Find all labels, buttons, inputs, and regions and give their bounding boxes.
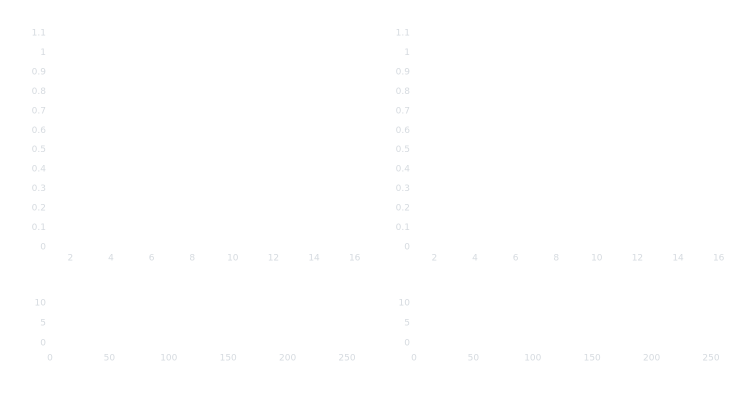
x-tick-label: 14: [308, 254, 320, 264]
y-tick-label: 0.3: [396, 184, 410, 194]
x-tick-label: 0: [411, 354, 417, 364]
y-tick-label: 10: [399, 299, 411, 309]
y-tick-label: 1.1: [32, 29, 46, 39]
x-tick-label: 50: [104, 354, 116, 364]
x-tick-label: 250: [338, 354, 355, 364]
y-tick-label: 0.5: [396, 145, 410, 155]
y-tick-label: 0: [404, 243, 410, 253]
x-tick-label: 8: [553, 254, 559, 264]
x-tick-label: 6: [513, 254, 519, 264]
x-tick-label: 200: [643, 354, 660, 364]
y-tick-label: 0.2: [396, 204, 410, 214]
y-tick-label: 1: [404, 48, 410, 58]
y-tick-label: 1: [40, 48, 46, 58]
y-tick-label: 5: [40, 319, 46, 329]
y-tick-label: 0.6: [32, 126, 47, 136]
y-tick-label: 0.1: [396, 223, 410, 233]
x-tick-label: 200: [279, 354, 296, 364]
y-tick-label: 0.9: [32, 67, 47, 77]
y-tick-label: 0: [404, 339, 410, 349]
x-tick-label: 50: [468, 354, 480, 364]
x-tick-label: 2: [67, 254, 73, 264]
y-tick-label: 0.8: [396, 87, 411, 97]
x-tick-label: 100: [160, 354, 177, 364]
y-tick-label: 5: [404, 319, 410, 329]
x-tick-label: 100: [524, 354, 541, 364]
x-tick-label: 0: [47, 354, 53, 364]
y-tick-label: 0.8: [32, 87, 47, 97]
y-tick-label: 0.4: [396, 165, 411, 175]
x-tick-label: 10: [591, 254, 603, 264]
x-tick-label: 16: [349, 254, 361, 264]
x-tick-label: 10: [227, 254, 239, 264]
y-tick-label: 0.3: [32, 184, 46, 194]
y-tick-label: 0.2: [32, 204, 46, 214]
y-tick-label: 0: [40, 339, 46, 349]
y-tick-label: 0.6: [396, 126, 411, 136]
x-tick-label: 12: [268, 254, 279, 264]
x-tick-label: 16: [713, 254, 725, 264]
x-tick-label: 14: [672, 254, 684, 264]
x-tick-label: 8: [189, 254, 195, 264]
x-tick-label: 6: [149, 254, 155, 264]
y-tick-label: 0.5: [32, 145, 46, 155]
y-tick-label: 0.7: [32, 106, 46, 116]
y-tick-label: 0.7: [396, 106, 410, 116]
y-tick-label: 0.9: [396, 67, 411, 77]
x-tick-label: 4: [108, 254, 114, 264]
x-tick-label: 150: [220, 354, 237, 364]
y-tick-label: 0.1: [32, 223, 46, 233]
y-tick-label: 1.1: [396, 29, 410, 39]
y-tick-label: 10: [35, 299, 47, 309]
y-tick-label: 0.4: [32, 165, 47, 175]
x-tick-label: 4: [472, 254, 478, 264]
x-tick-label: 150: [584, 354, 601, 364]
x-tick-label: 250: [702, 354, 719, 364]
y-tick-label: 0: [40, 243, 46, 253]
x-tick-label: 12: [632, 254, 643, 264]
x-tick-label: 2: [431, 254, 437, 264]
